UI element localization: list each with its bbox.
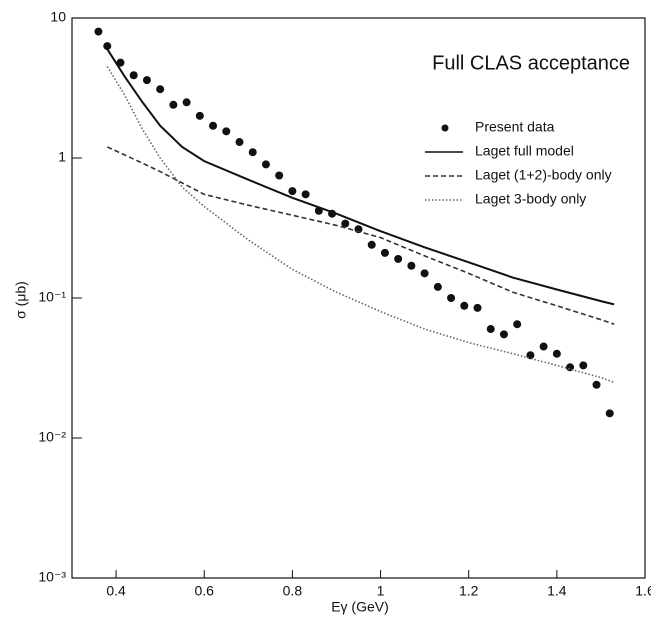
x-tick-label: 0.4 xyxy=(106,583,126,599)
data-point xyxy=(248,148,257,157)
model-curve xyxy=(106,146,615,325)
data-point xyxy=(182,98,191,107)
data-point xyxy=(579,361,588,370)
data-point xyxy=(156,85,165,94)
data-point xyxy=(142,76,151,85)
data-point xyxy=(592,380,601,389)
plot-frame xyxy=(71,17,646,579)
data-point xyxy=(513,320,522,329)
legend-label: Laget 3-body only xyxy=(475,191,586,207)
data-point xyxy=(341,219,350,228)
x-tick-label: 0.8 xyxy=(283,583,303,599)
y-tick-label: 1 xyxy=(58,149,66,165)
x-axis-label: Eγ (GeV) xyxy=(331,599,389,615)
data-point xyxy=(261,160,270,169)
model-curve xyxy=(106,66,615,384)
data-point xyxy=(552,349,561,358)
data-point xyxy=(394,254,403,263)
data-point xyxy=(288,187,297,196)
data-point xyxy=(460,301,469,310)
y-tick-label: 10 xyxy=(50,9,66,25)
data-point xyxy=(447,294,456,302)
x-tick-label: 0.6 xyxy=(194,583,214,599)
data-point xyxy=(499,330,508,339)
legend-label: Laget (1+2)-body only xyxy=(475,167,612,183)
data-point xyxy=(195,111,204,120)
x-tick-label: 1.2 xyxy=(459,583,479,599)
data-point xyxy=(129,71,138,80)
annotation: Full CLAS acceptance xyxy=(432,52,630,74)
data-point xyxy=(94,27,103,36)
data-point xyxy=(605,409,614,418)
data-point xyxy=(473,303,482,312)
data-point xyxy=(539,342,548,351)
x-tick-label: 1.6 xyxy=(635,583,651,599)
data-point xyxy=(209,121,218,130)
data-point xyxy=(380,248,389,257)
legend-label: Present data xyxy=(475,119,555,135)
data-point xyxy=(275,171,284,180)
data-point xyxy=(367,240,376,249)
x-tick-label: 1 xyxy=(377,583,385,599)
data-point xyxy=(116,58,125,67)
data-point xyxy=(420,269,429,278)
y-axis-label: σ (μb) xyxy=(13,281,29,319)
legend-label: Laget full model xyxy=(475,143,574,159)
legend-marker xyxy=(441,124,449,132)
y-tick-label: 10⁻² xyxy=(38,429,66,445)
data-point xyxy=(169,100,178,109)
y-tick-label: 10⁻³ xyxy=(38,569,66,585)
data-point xyxy=(486,325,495,334)
data-point xyxy=(103,42,112,51)
x-tick-label: 1.4 xyxy=(547,583,567,599)
data-point xyxy=(407,261,416,270)
data-point xyxy=(235,138,244,147)
data-point xyxy=(222,127,231,136)
model-curve xyxy=(106,48,615,306)
y-tick-label: 10⁻¹ xyxy=(38,289,66,305)
data-point xyxy=(433,282,442,291)
data-point xyxy=(301,190,310,199)
